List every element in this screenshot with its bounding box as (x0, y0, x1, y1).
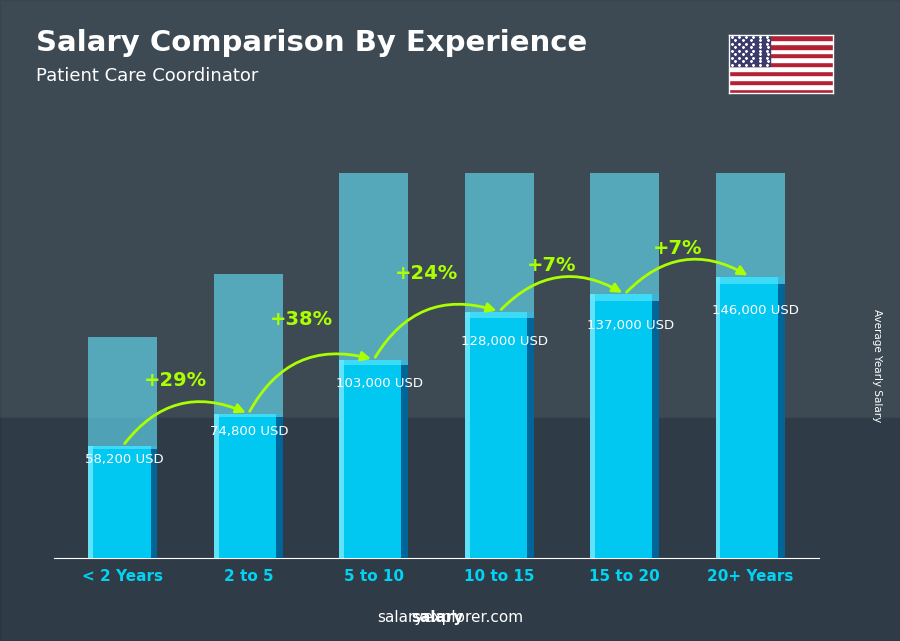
Bar (729, 75, 832, 79)
Text: 137,000 USD: 137,000 USD (587, 319, 674, 332)
Bar (590, 37, 659, 301)
Text: Salary Comparison By Experience: Salary Comparison By Experience (36, 29, 587, 57)
Text: +38%: +38% (269, 310, 333, 329)
Bar (88, 337, 158, 449)
Bar (729, 39, 832, 44)
Bar (464, 72, 534, 318)
Text: Patient Care Coordinator: Patient Care Coordinator (36, 67, 258, 85)
Bar (729, 48, 832, 53)
Text: salary: salary (411, 610, 464, 625)
Text: 146,000 USD: 146,000 USD (712, 304, 799, 317)
Text: 74,800 USD: 74,800 USD (211, 424, 289, 438)
Bar (729, 35, 770, 66)
Bar (729, 79, 832, 84)
Bar (526, 312, 534, 558)
Bar (716, 3, 785, 284)
Text: +7%: +7% (652, 239, 702, 258)
Bar (401, 360, 409, 558)
Bar (729, 35, 832, 40)
Bar (729, 66, 832, 71)
Bar (88, 445, 158, 558)
Bar (716, 277, 785, 558)
Bar (214, 274, 283, 417)
Bar (464, 312, 534, 558)
Bar (729, 44, 832, 49)
Text: Average Yearly Salary: Average Yearly Salary (872, 309, 883, 422)
Bar (729, 62, 832, 66)
Bar (729, 57, 832, 62)
Bar (214, 414, 283, 558)
Bar (339, 360, 344, 558)
Bar (276, 414, 283, 558)
Bar (729, 88, 832, 93)
Bar (464, 312, 470, 558)
Text: 128,000 USD: 128,000 USD (462, 335, 548, 347)
Bar (729, 53, 832, 58)
Bar (590, 294, 595, 558)
Bar (729, 71, 832, 75)
Bar (590, 294, 659, 558)
Bar (150, 445, 158, 558)
Text: 58,200 USD: 58,200 USD (85, 453, 164, 465)
Bar (716, 277, 720, 558)
Text: salaryexplorer.com: salaryexplorer.com (377, 610, 523, 625)
Text: +7%: +7% (527, 256, 577, 275)
Bar (88, 445, 94, 558)
Bar (214, 414, 219, 558)
Bar (339, 167, 409, 365)
Bar (778, 277, 785, 558)
Bar (729, 84, 832, 88)
Bar (339, 360, 409, 558)
Bar (652, 294, 659, 558)
Text: 103,000 USD: 103,000 USD (336, 377, 423, 390)
Text: +29%: +29% (144, 371, 207, 390)
Text: +24%: +24% (395, 264, 458, 283)
